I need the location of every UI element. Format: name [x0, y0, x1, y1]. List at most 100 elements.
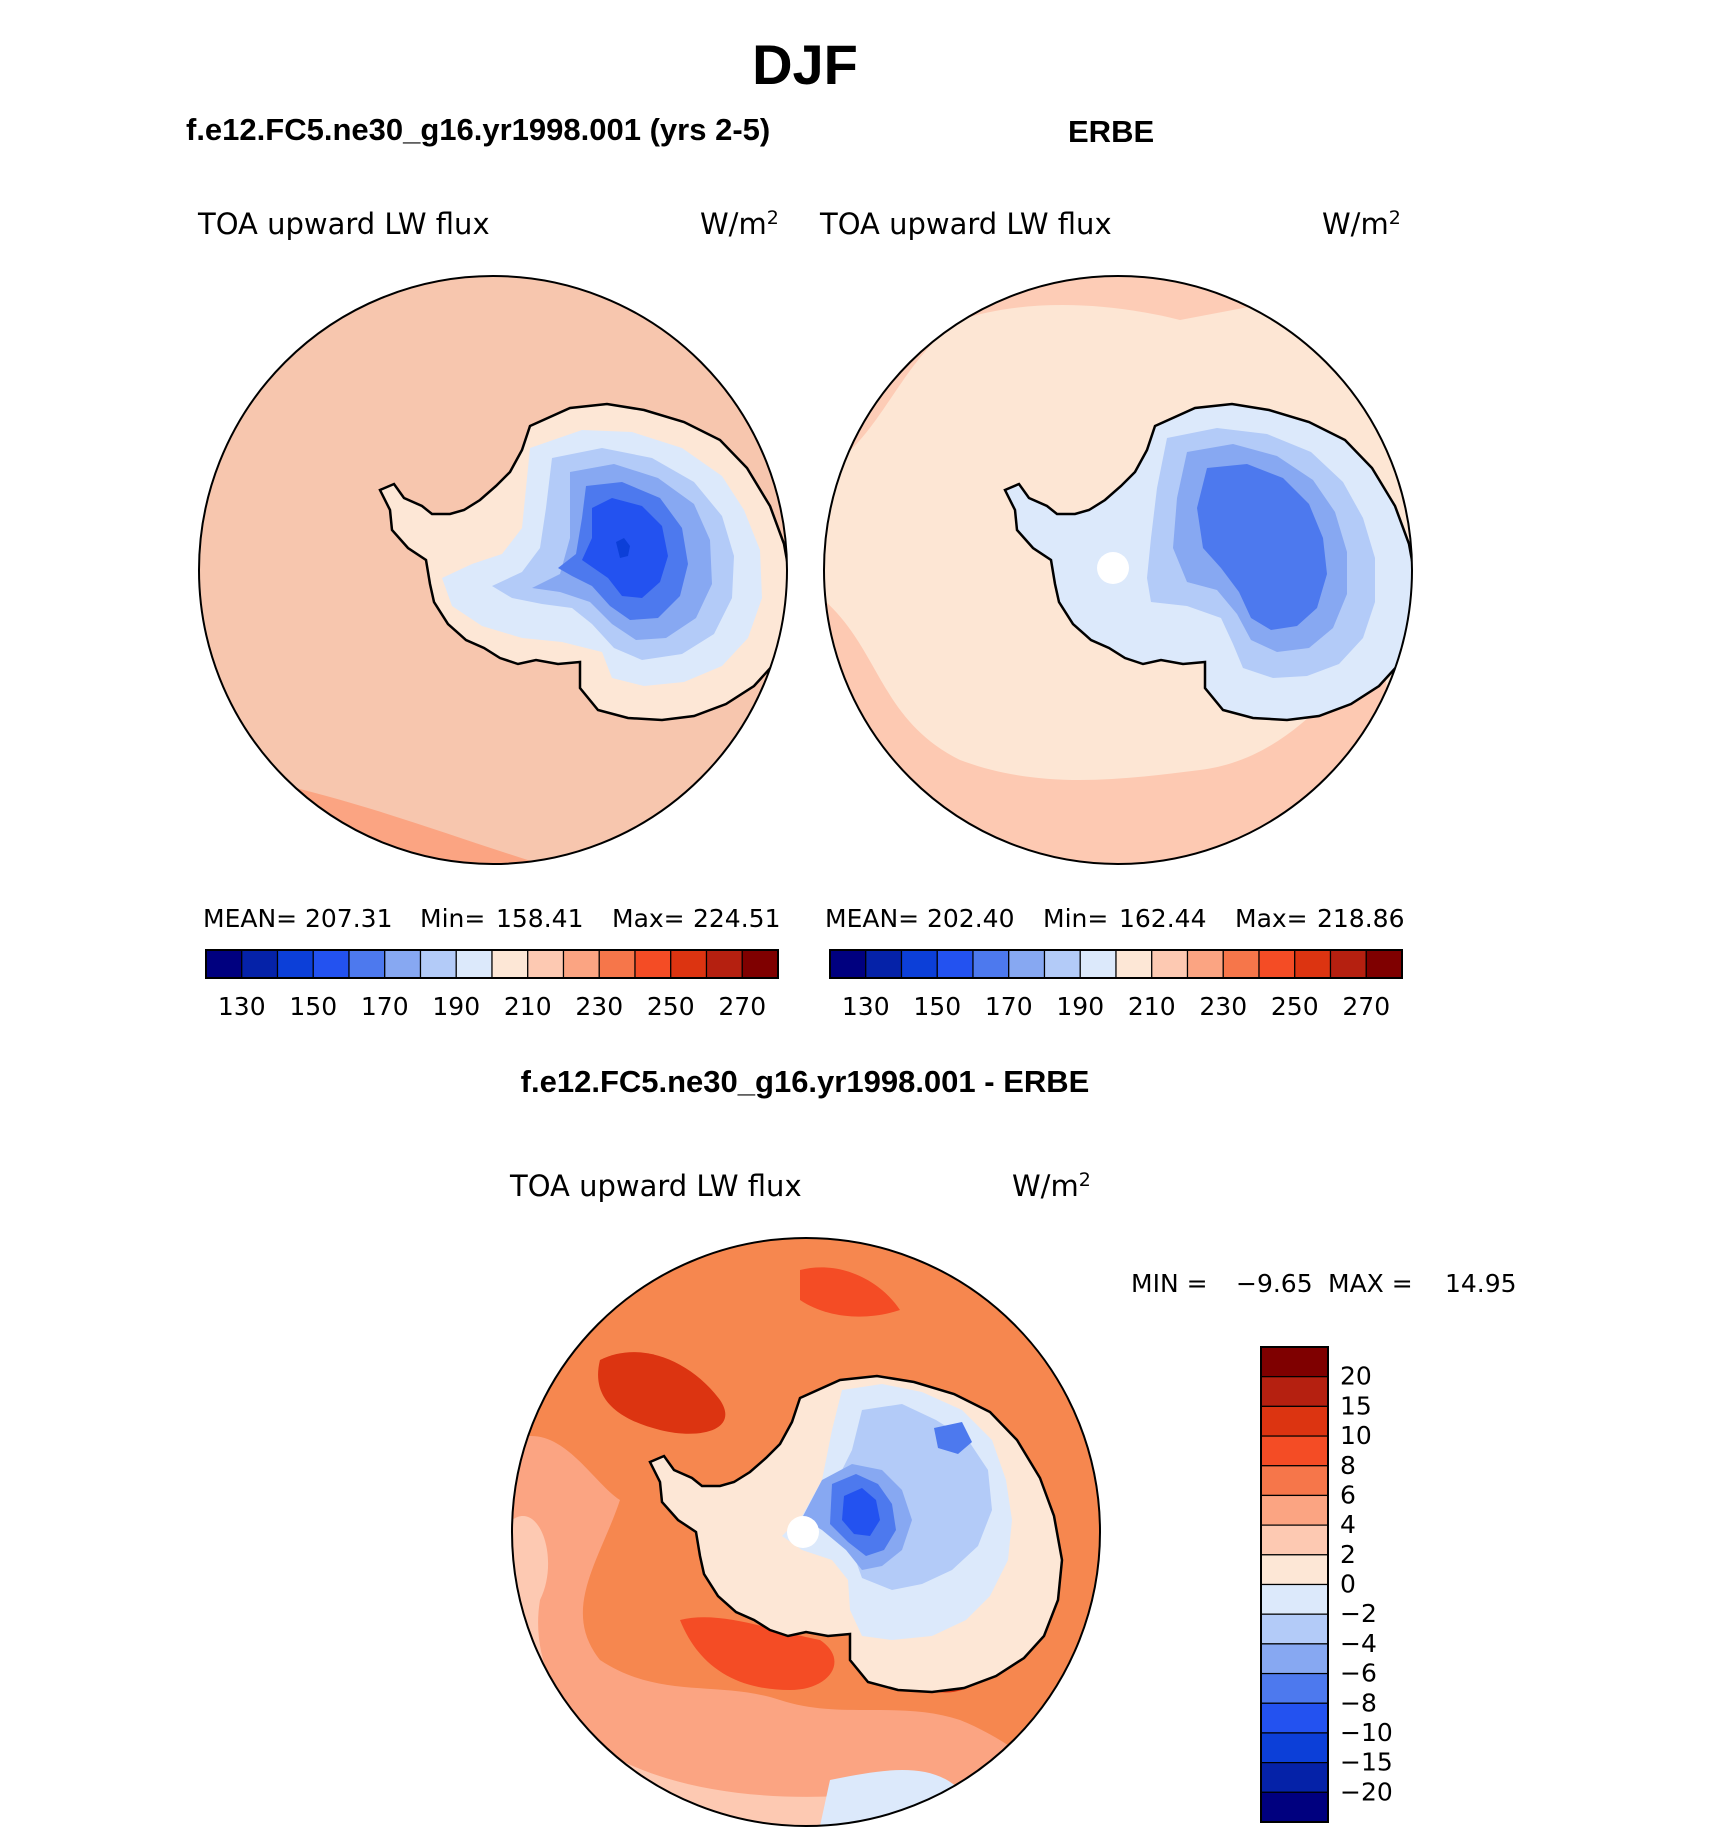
obs-colorbar-tick-label: 170	[985, 992, 1033, 1021]
diff-colorbar-box	[1260, 1791, 1329, 1823]
diff-colorbar-box	[1260, 1583, 1329, 1615]
diff-colorbar-tick-label: 20	[1340, 1362, 1372, 1391]
diff-colorbar-tick-label: −20	[1340, 1777, 1393, 1806]
obs-min-value: 162.44	[1119, 904, 1206, 933]
obs-mean-label: MEAN=	[825, 904, 919, 933]
obs-map	[824, 276, 1412, 864]
diff-colorbar-box	[1260, 1702, 1329, 1734]
obs-colorbar-box	[972, 949, 1010, 979]
obs-colorbar-box	[1294, 949, 1332, 979]
diff-colorbar-tick-label: −6	[1340, 1659, 1377, 1688]
diff-colorbar-tick-label: 10	[1340, 1421, 1372, 1450]
diff-variable-label: TOA upward LW flux	[509, 1169, 802, 1203]
diff-colorbar-tick-label: 0	[1340, 1570, 1356, 1599]
diff-colorbar-box	[1260, 1346, 1329, 1378]
obs-units-label: W/m2	[1322, 207, 1401, 241]
diff-colorbar-tick-label: −10	[1340, 1718, 1393, 1747]
obs-missing-pole	[1097, 552, 1129, 584]
diff-colorbar-box	[1260, 1672, 1329, 1704]
obs-title: ERBE	[1068, 114, 1155, 149]
diff-minmax: MIN = −9.65 MAX = 14.95	[1131, 1269, 1517, 1298]
obs-colorbar-box	[1329, 949, 1367, 979]
diff-colorbar-box	[1260, 1494, 1329, 1526]
model-colorbar-tick-label: 130	[218, 992, 266, 1021]
diff-colorbar-tick-label: 6	[1340, 1480, 1356, 1509]
diff-contour-level	[934, 1422, 972, 1454]
diff-colorbar-tick-label: −4	[1340, 1629, 1377, 1658]
model-map-border	[198, 275, 788, 865]
diff-colorbar-tick-label: −8	[1340, 1688, 1377, 1717]
obs-colorbar-tick-label: 130	[842, 992, 890, 1021]
model-colorbar-box	[419, 949, 457, 979]
obs-colorbar-box	[829, 949, 867, 979]
model-contour-level	[616, 538, 630, 558]
model-colorbar-tick-label: 190	[432, 992, 480, 1021]
model-colorbar-box	[455, 949, 493, 979]
diff-colorbar-tick-label: 4	[1340, 1510, 1356, 1539]
obs-max-label: Max=	[1235, 904, 1308, 933]
model-colorbar-box	[205, 949, 243, 979]
diff-max-value: 14.95	[1445, 1269, 1517, 1298]
obs-colorbar-box	[1151, 949, 1189, 979]
obs-colorbar-tick-label: 230	[1199, 992, 1247, 1021]
diff-map-border	[511, 1237, 1101, 1827]
diff-colorbar-tick-label: 15	[1340, 1391, 1372, 1420]
diff-colorbar-tick-label: −2	[1340, 1599, 1377, 1628]
model-colorbar-box	[705, 949, 743, 979]
obs-colorbar: 130 150 170 190 210 230 250 270	[829, 949, 1403, 1021]
diff-colorbar-box	[1260, 1465, 1329, 1497]
diff-colorbar-box	[1260, 1405, 1329, 1437]
model-colorbar-box	[312, 949, 350, 979]
model-colorbar-tick-label: 250	[647, 992, 695, 1021]
diff-colorbar-box	[1260, 1762, 1329, 1793]
obs-antarctica	[1003, 402, 1412, 722]
model-map	[199, 276, 787, 864]
obs-colorbar-frame	[829, 949, 1403, 979]
diff-min-label: MIN =	[1131, 1269, 1208, 1298]
model-colorbar-tick-label: 230	[575, 992, 623, 1021]
diff-contour-level	[842, 1488, 880, 1536]
model-colorbar-tick-label: 270	[718, 992, 766, 1021]
diff-colorbar-box	[1260, 1435, 1329, 1467]
diff-colorbar-box	[1260, 1524, 1329, 1556]
diff-contour-level	[598, 1352, 726, 1434]
model-colorbar-box	[241, 949, 279, 979]
diff-missing-pole	[787, 1516, 819, 1548]
obs-colorbar-tick-label: 210	[1128, 992, 1176, 1021]
diff-colorbar-frame	[1260, 1346, 1329, 1823]
panel-model: TOA upward LW flux W/m2 MEAN= 207.31 Min…	[197, 207, 788, 1021]
diff-contour-level	[820, 1770, 960, 1826]
diff-colorbar-box	[1260, 1376, 1329, 1407]
obs-colorbar-box	[1008, 949, 1046, 979]
diff-antarctica	[648, 1374, 1064, 1694]
diff-colorbar-box	[1260, 1643, 1329, 1675]
model-colorbar-box	[741, 949, 779, 979]
model-mean-label: MEAN=	[203, 904, 297, 933]
panel-obs: TOA upward LW flux W/m2 MEAN= 202.40 Min…	[819, 207, 1413, 1021]
obs-colorbar-box	[900, 949, 938, 979]
obs-colorbar-box	[1258, 949, 1296, 979]
model-colorbar-tick-label: 210	[504, 992, 552, 1021]
model-colorbar-frame	[205, 949, 779, 979]
model-colorbar-tick-label: 150	[289, 992, 337, 1021]
diff-colorbar-tick-label: 8	[1340, 1451, 1356, 1480]
obs-map-border	[823, 275, 1413, 865]
model-colorbar-box	[634, 949, 672, 979]
panel-difference: TOA upward LW flux W/m2	[509, 1169, 1517, 1827]
obs-colorbar-box	[1186, 949, 1224, 979]
model-colorbar-box	[562, 949, 600, 979]
diff-colorbar-box	[1260, 1554, 1329, 1586]
model-stats: MEAN= 207.31 Min= 158.41 Max= 224.51	[203, 904, 780, 933]
diff-contour-level	[800, 1267, 900, 1317]
diff-min-value: −9.65	[1236, 1269, 1313, 1298]
model-min-value: 158.41	[496, 904, 583, 933]
model-colorbar-box	[348, 949, 386, 979]
diff-units-label: W/m2	[1012, 1169, 1091, 1203]
model-colorbar-box	[491, 949, 529, 979]
model-colorbar-box	[670, 949, 708, 979]
obs-max-value: 218.86	[1317, 904, 1404, 933]
case-title: f.e12.FC5.ne30_g16.yr1998.001 (yrs 2-5)	[186, 112, 771, 147]
obs-colorbar-box	[1365, 949, 1403, 979]
obs-colorbar-box	[1115, 949, 1153, 979]
